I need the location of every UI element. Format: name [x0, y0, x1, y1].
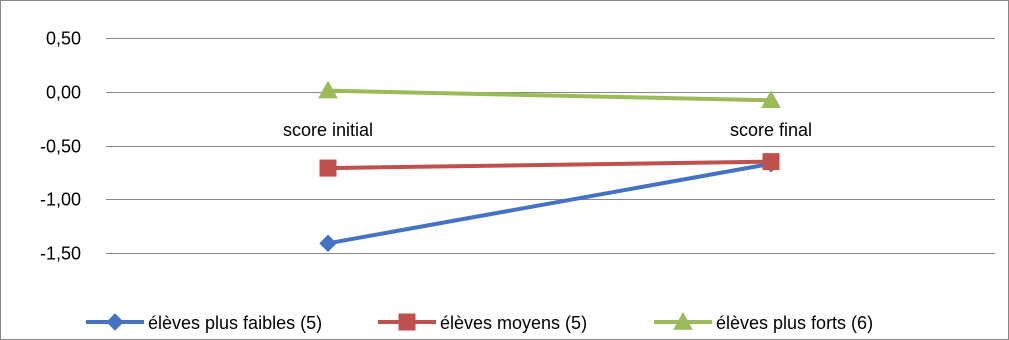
- y-tick-label: -0,50: [40, 137, 81, 157]
- data-point: [761, 90, 781, 109]
- legend-label: élèves moyens (5): [440, 313, 587, 333]
- legend-label: élèves plus faibles (5): [148, 313, 322, 333]
- data-point: [318, 80, 338, 99]
- series-lines: [318, 80, 781, 253]
- legend: élèves plus faibles (5) élèves moyens (5)…: [86, 311, 873, 333]
- legend-marker: [106, 313, 124, 331]
- y-tick-label: 0,50: [46, 29, 81, 49]
- data-point: [319, 234, 337, 253]
- category-label: score final: [730, 120, 812, 140]
- series-line: [326, 159, 773, 171]
- data-point: [319, 159, 337, 177]
- legend-marker: [673, 311, 693, 330]
- y-axis-ticks: 0,50 0,00 -0,50 -1,00 -1,50: [40, 29, 81, 264]
- gridlines: [106, 38, 995, 254]
- y-tick-label: -1,00: [40, 190, 81, 210]
- category-labels: score initial score final: [283, 120, 812, 140]
- y-tick-label: 0,00: [46, 83, 81, 103]
- legend-marker: [398, 313, 416, 331]
- series-line: [326, 161, 773, 246]
- series-line: [326, 88, 773, 103]
- category-label: score initial: [283, 120, 373, 140]
- data-point: [762, 153, 780, 171]
- y-tick-label: -1,50: [40, 244, 81, 264]
- legend-label: élèves plus forts (6): [716, 313, 873, 333]
